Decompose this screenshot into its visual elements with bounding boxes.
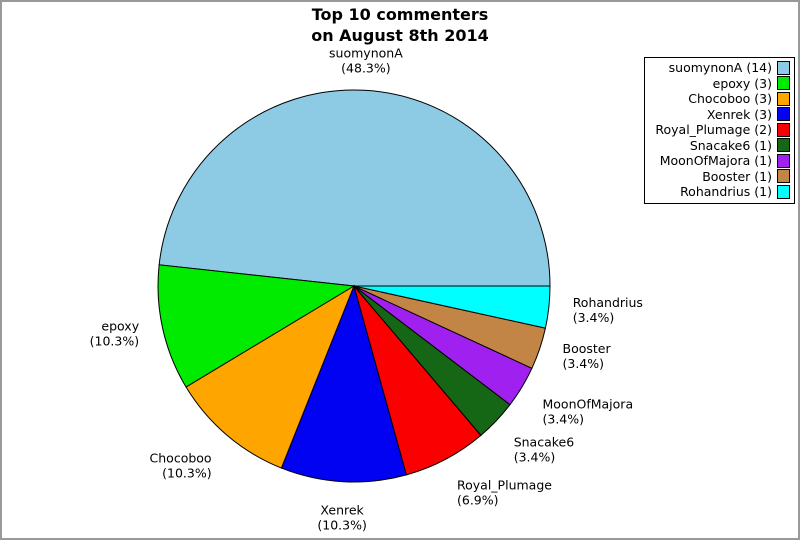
legend-label: MoonOfMajora (1) (659, 153, 772, 168)
legend-swatch (777, 122, 790, 137)
pie-label-Booster: Booster (3.4%) (563, 341, 612, 371)
pie-label-percent: (3.4%) (563, 356, 605, 371)
legend-swatch (777, 60, 790, 75)
pie-label-name: suomynonA (329, 45, 403, 60)
legend-swatch (777, 76, 790, 91)
pie-slice-Rohandrius (353, 285, 551, 329)
legend-label: Xenrek (3) (706, 106, 772, 122)
pie-label-percent: (3.4%) (514, 449, 556, 464)
legend-swatch (777, 107, 790, 122)
chart-title-line2: on August 8th 2014 (311, 26, 489, 45)
pie-label-name: Royal_Plumage (457, 477, 552, 492)
legend-row: Booster (1) (649, 169, 790, 185)
legend-row: Xenrek (3) (649, 107, 790, 123)
pie-label-name: Xenrek (320, 503, 364, 518)
pie-label-name: Snacake6 (514, 434, 575, 449)
pie-label-name: MoonOfMajora (543, 396, 634, 411)
legend-box: suomynonA (14) epoxy (3) Chocoboo (3) Xenre… (644, 57, 795, 204)
chart-title: Top 10 commenters on August 8th 2014 (2, 4, 798, 46)
chart-title-line1: Top 10 commenters (311, 5, 489, 24)
pie-label-percent: (3.4%) (543, 411, 585, 426)
legend-label: Booster (1) (702, 168, 772, 184)
pie-slice-Chocoboo (185, 284, 356, 469)
pie-label-Royal_Plumage: Royal_Plumage (6.9%) (457, 477, 552, 507)
pie-label-MoonOfMajora: MoonOfMajora (3.4%) (543, 396, 634, 426)
legend-label: epoxy (3) (712, 75, 772, 91)
legend-row: suomynonA (14) (649, 60, 790, 76)
pie-label-percent: (3.4%) (573, 310, 615, 325)
pie-label-Xenrek: Xenrek (10.3%) (317, 503, 366, 533)
pie-label-percent: (10.3%) (317, 518, 366, 533)
legend-swatch (777, 169, 790, 184)
legend-row: Chocoboo (3) (649, 91, 790, 107)
legend-row: Rohandrius (1) (649, 184, 790, 200)
pie-slice-suomynonA (158, 89, 551, 287)
pie-label-name: Booster (563, 341, 612, 356)
legend-swatch (777, 91, 790, 106)
pie-label-Chocoboo: Chocoboo (10.3%) (150, 451, 212, 481)
pie-label-name: Rohandrius (573, 295, 643, 310)
pie-label-percent: (10.3%) (90, 333, 139, 348)
pie-label-name: epoxy (101, 318, 139, 333)
pie-slice-epoxy (157, 264, 356, 388)
legend-label: Chocoboo (3) (688, 91, 772, 106)
legend-swatch (777, 138, 790, 153)
legend-label: Royal_Plumage (2) (655, 122, 772, 137)
legend-label: suomynonA (14) (668, 60, 772, 75)
pie-label-Rohandrius: Rohandrius (3.4%) (573, 295, 643, 325)
legend-swatch (777, 184, 790, 199)
pie-label-suomynonA: suomynonA (48.3%) (329, 45, 403, 75)
pie-label-percent: (10.3%) (162, 466, 211, 481)
pie-label-name: Chocoboo (150, 451, 212, 466)
legend-row: epoxy (3) (649, 76, 790, 92)
legend-label: Rohandrius (1) (680, 184, 772, 199)
legend-row: MoonOfMajora (1) (649, 153, 790, 169)
legend-row: Royal_Plumage (2) (649, 122, 790, 138)
pie-label-percent: (6.9%) (457, 492, 499, 507)
pie-label-epoxy: epoxy (10.3%) (90, 318, 140, 348)
pie-label-percent: (48.3%) (341, 60, 390, 75)
legend-label: Snacake6 (1) (689, 137, 772, 153)
legend-row: Snacake6 (1) (649, 138, 790, 154)
pie-slice-Xenrek (280, 284, 408, 483)
pie-label-Snacake6: Snacake6 (3.4%) (514, 434, 575, 464)
legend-swatch (777, 153, 790, 168)
